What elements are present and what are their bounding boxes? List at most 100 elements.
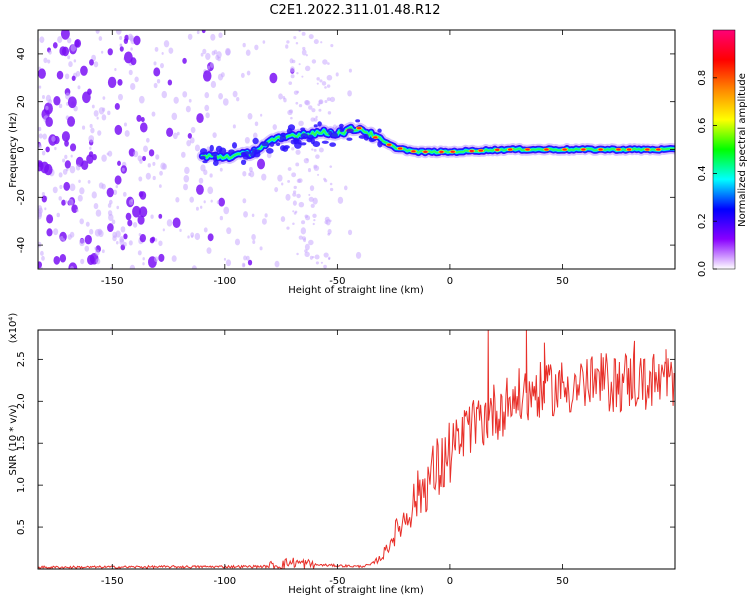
noise-blob [89, 59, 94, 66]
noise-blob [160, 62, 164, 69]
noise-blob [322, 59, 328, 65]
noise-blob [112, 235, 117, 242]
noise-blob [296, 178, 301, 184]
noise-blob [40, 250, 44, 256]
noise-blob [315, 154, 320, 159]
noise-blob [148, 149, 155, 157]
signal-blob [276, 142, 281, 146]
noise-blob [120, 43, 123, 47]
noise-blob [312, 222, 315, 226]
noise-blob [223, 257, 227, 261]
noise-blob [285, 193, 291, 201]
noise-blob [154, 238, 158, 242]
noise-blob [106, 187, 114, 198]
noise-blob [95, 249, 100, 256]
noise-blob [63, 181, 71, 191]
noise-blob [133, 35, 141, 46]
noise-blob [274, 260, 280, 268]
noise-blob [287, 167, 292, 171]
figure-title: C2E1.2022.311.01.48.R12 [269, 3, 440, 18]
noise-blob [47, 59, 51, 64]
snr-y-axis-label: SNR (10 * v/v) [8, 404, 19, 475]
signal-blob [200, 155, 206, 160]
noise-blob [87, 254, 95, 266]
noise-blob [152, 161, 156, 166]
noise-blob [114, 124, 123, 135]
signal-blob [308, 134, 313, 139]
noise-blob [134, 76, 139, 83]
noise-blob [151, 236, 156, 242]
noise-blob [259, 246, 263, 251]
signal-hotspot-core [581, 148, 586, 151]
noise-blob [123, 233, 128, 240]
noise-blob [70, 154, 73, 158]
noise-blob [291, 172, 297, 178]
noise-blob [51, 135, 56, 142]
noise-blob [287, 180, 291, 183]
colorbar-label: Normalized spectral amplitude [737, 73, 748, 227]
signal-blob [290, 139, 297, 145]
noise-blob [139, 122, 148, 133]
noise-blob [319, 79, 323, 83]
signal-hotspot-core [411, 150, 416, 153]
noise-blob [296, 72, 299, 75]
noise-blob [132, 221, 138, 228]
noise-blob [298, 103, 303, 108]
noise-blob [311, 255, 315, 259]
noise-blob [119, 238, 125, 246]
noise-blob [183, 174, 190, 183]
noise-blob [42, 133, 47, 140]
noise-blob [304, 100, 310, 105]
noise-blob [101, 50, 104, 54]
noise-blob [223, 206, 230, 215]
signal-hotspot-core [626, 148, 632, 151]
noise-blob [185, 105, 191, 113]
noise-blob [261, 218, 267, 225]
heatmap-x-axis-label: Height of straight line (km) [288, 285, 424, 296]
noise-blob [38, 241, 42, 248]
noise-blob [318, 108, 322, 112]
x-tick-label: 50 [556, 576, 569, 587]
noise-blob [64, 160, 71, 169]
noise-blob [48, 49, 52, 55]
snr-x-ticks: -150 -100 -50 0 50 [101, 330, 569, 587]
noise-blob [278, 93, 283, 100]
noise-blob [79, 187, 85, 195]
noise-blob [75, 164, 81, 171]
noise-blob [38, 261, 42, 269]
noise-blob [343, 185, 348, 191]
noise-blob [290, 66, 295, 73]
noise-blob [93, 61, 99, 68]
noise-blob [241, 262, 246, 268]
noise-blob [162, 228, 165, 232]
noise-blob [203, 200, 206, 204]
noise-blob [298, 30, 301, 33]
noise-blob [210, 80, 217, 89]
signal-blob [286, 127, 293, 134]
noise-blob [186, 139, 192, 147]
noise-blob [38, 126, 42, 132]
noise-blob [347, 229, 353, 236]
y-tick-label: 1.5 [16, 435, 27, 451]
noise-blob [158, 213, 163, 219]
noise-blob [142, 155, 147, 162]
noise-blob [327, 111, 332, 115]
noise-blob [204, 92, 210, 99]
noise-blob [158, 240, 163, 247]
noise-blob [80, 258, 85, 265]
noise-blob [253, 132, 258, 139]
noise-blob [348, 68, 352, 73]
noise-blob [209, 173, 213, 178]
noise-blob [251, 234, 256, 241]
noise-blob [312, 213, 317, 218]
x-tick-label: -150 [101, 576, 124, 587]
noise-blob [296, 252, 299, 256]
noise-blob [232, 90, 238, 98]
noise-blob [328, 257, 331, 260]
signal-hotspot-core [469, 149, 474, 153]
noise-blob [281, 182, 284, 186]
noise-blob [242, 170, 247, 177]
signal-hotspot-core [357, 127, 362, 130]
snr-frame [37, 329, 676, 570]
noise-blob [168, 47, 174, 54]
